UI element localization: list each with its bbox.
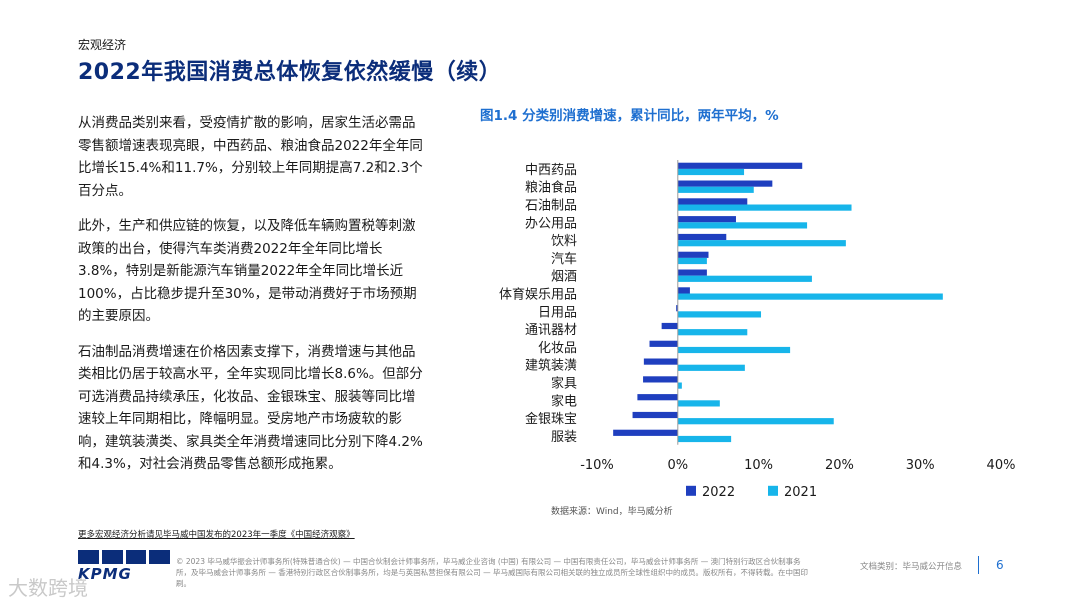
footer-divider	[978, 556, 979, 574]
category-label: 金银珠宝	[525, 411, 577, 427]
category-label: 家电	[551, 393, 577, 409]
category-label: 家具	[551, 376, 577, 392]
bar-2021	[677, 382, 682, 389]
watermark: 大数跨境	[8, 576, 88, 600]
bar-2022	[676, 305, 678, 312]
bar-2022	[632, 411, 678, 419]
category-label: 建筑装潢	[525, 358, 577, 374]
bar-2021	[677, 293, 943, 300]
bar-chart: 中西药品粮油食品石油制品办公用品饮料汽车烟酒体育娱乐用品日用品通讯器材化妆品建筑…	[499, 160, 1016, 500]
bar-2021	[677, 329, 748, 336]
bar-2022	[649, 340, 678, 347]
kpmg-logo: KPMG	[78, 550, 170, 583]
paragraph-1: 从消费品类别来看，受疫情扩散的影响，居家生活必需品零售额增速表现亮眼，中西药品、…	[78, 115, 423, 199]
disclaimer: © 2023 毕马威华振会计师事务所(特殊普通合伙) — 中国合伙制会计师事务所…	[176, 557, 809, 588]
x-tick-label: 40%	[987, 458, 1016, 473]
bar-2021	[677, 257, 707, 265]
bar-2021	[677, 364, 745, 371]
x-tick-label: 20%	[825, 458, 854, 473]
category-label: 化妆品	[538, 341, 577, 356]
bar-2022	[661, 322, 678, 330]
paragraph-3: 石油制品消费增速在价格因素支撑下，消费增速与其他品类相比仍居于较高水平，全年实现…	[78, 343, 423, 473]
category-label: 通讯器材	[525, 323, 577, 338]
bar-2022	[677, 233, 727, 241]
bar-2022	[643, 376, 678, 383]
bar-2021	[677, 240, 846, 247]
body-text: 从消费品类别来看，受疫情扩散的影响，居家生活必需品零售额增速表现亮眼，中西药品、…	[78, 112, 426, 489]
bar-2021	[677, 418, 834, 425]
x-tick-label: -10%	[580, 458, 614, 473]
section-label: 宏观经济	[78, 38, 127, 52]
bar-2022	[677, 216, 736, 223]
bar-2021	[677, 186, 754, 193]
legend-label: 2022	[702, 485, 735, 500]
x-tick-label: 0%	[667, 458, 688, 473]
bar-2022	[677, 162, 803, 169]
category-label: 汽车	[551, 251, 577, 267]
bar-2021	[677, 346, 791, 354]
bar-2021	[677, 400, 720, 407]
bar-2021	[677, 311, 762, 318]
bar-2022	[677, 269, 707, 276]
legend-swatch-2022	[686, 485, 696, 496]
bar-2022	[643, 358, 678, 365]
page-title: 2022年我国消费总体恢复依然缓慢（续）	[78, 60, 502, 85]
category-label: 粮油食品	[525, 180, 577, 196]
bar-2021	[677, 275, 812, 282]
x-tick-label: 10%	[744, 458, 773, 473]
bar-2021	[677, 222, 808, 229]
category-label: 饮料	[551, 234, 577, 249]
x-tick-label: 30%	[906, 458, 935, 473]
bar-2022	[637, 394, 678, 401]
category-label: 日用品	[538, 305, 577, 320]
category-label: 体育娱乐用品	[499, 287, 577, 303]
category-label: 中西药品	[525, 163, 577, 178]
bar-2022	[677, 251, 709, 258]
category-label: 服装	[551, 430, 577, 445]
category-label: 烟酒	[551, 270, 577, 285]
bar-2021	[677, 168, 745, 176]
category-label: 石油制品	[525, 199, 577, 214]
footnote-link[interactable]: 更多宏观经济分析请见毕马威中国发布的2023年一季度《中国经济观察》	[78, 530, 355, 540]
paragraph-2: 此外，生产和供应链的恢复，以及降低车辆购置税等刺激政策的出台，使得汽车类消费20…	[78, 218, 417, 324]
page-number: 6	[996, 558, 1004, 572]
bar-2022	[677, 198, 748, 205]
bar-2022	[677, 180, 773, 187]
document-classification: 文档类别：毕马威公开信息	[860, 562, 963, 572]
data-source: 数据来源：Wind，毕马威分析	[551, 507, 673, 517]
bar-2022	[677, 287, 690, 294]
legend-swatch-2021	[768, 485, 778, 496]
logo-text: KPMG	[78, 565, 132, 583]
bar-2021	[677, 435, 732, 443]
bar-2022	[613, 429, 678, 436]
legend-label: 2021	[784, 485, 817, 500]
category-label: 办公用品	[525, 216, 577, 231]
bar-2021	[677, 204, 852, 211]
chart-title: 图1.4 分类别消费增速，累计同比，两年平均，%	[480, 108, 779, 124]
